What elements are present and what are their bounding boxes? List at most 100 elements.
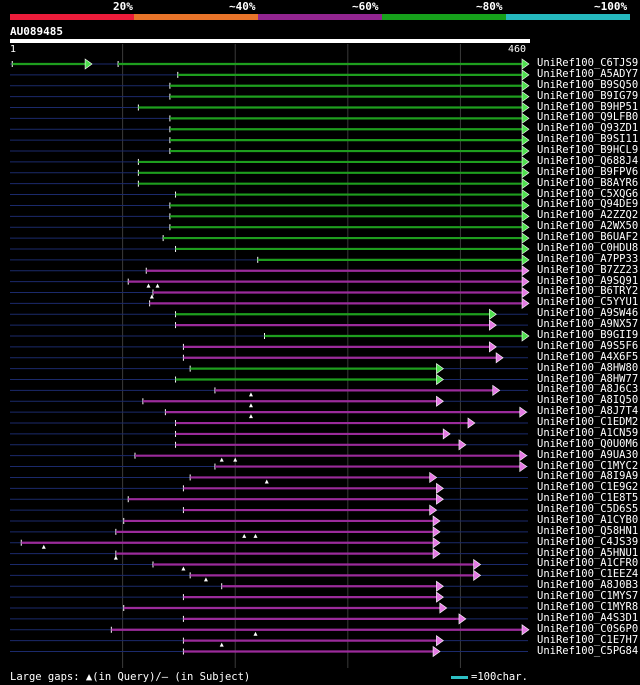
hit-arrow: [521, 188, 530, 201]
hit-label[interactable]: UniRef100_C1MYS7: [537, 590, 639, 603]
hit-label[interactable]: UniRef100_B6TRY2: [537, 285, 639, 298]
hit-label[interactable]: UniRef100_A9NX57: [537, 318, 639, 331]
hit-arrow: [436, 395, 444, 407]
hit-label[interactable]: UniRef100_A8J6C3: [537, 383, 639, 396]
hit-label[interactable]: UniRef100_C6TJS9: [537, 57, 639, 69]
hit-label[interactable]: UniRef100_A1CN59: [537, 426, 639, 439]
hit-label[interactable]: UniRef100_A8HW80: [537, 361, 639, 374]
hit-arrow: [521, 265, 530, 277]
gap-marker: [248, 392, 253, 397]
hit-label[interactable]: UniRef100_C4JS39: [537, 535, 639, 548]
hit-label[interactable]: UniRef100_C1E8T5: [537, 492, 639, 505]
hit-label[interactable]: UniRef100_C1EEZ4: [537, 568, 639, 581]
hit-label[interactable]: UniRef100_A8I9A9: [537, 470, 639, 483]
hit-arrow: [521, 69, 530, 81]
query-axis-end: 460: [508, 44, 527, 55]
hit-arrow: [521, 145, 530, 157]
hit-label[interactable]: UniRef100_A2ZZQ2: [537, 209, 639, 222]
gap-marker: [155, 283, 160, 288]
hit-label[interactable]: UniRef100_B9IG79: [537, 89, 639, 102]
hit-label[interactable]: UniRef100_A8J7T4: [537, 405, 639, 418]
hit-label[interactable]: UniRef100_C0HDU8: [537, 241, 639, 254]
hit-label[interactable]: UniRef100_A1CFR0: [537, 557, 639, 570]
hit-arrow: [442, 428, 451, 440]
hit-label[interactable]: UniRef100_A9S5F6: [537, 339, 639, 352]
hit-arrow: [521, 221, 530, 233]
hit-label[interactable]: UniRef100_A9UA30: [537, 448, 639, 461]
gap-marker: [146, 283, 151, 288]
hit-arrow: [458, 613, 467, 625]
hit-arrow: [432, 537, 441, 549]
hit-arrow: [521, 297, 530, 309]
hit-label[interactable]: UniRef100_C1E9G2: [537, 481, 639, 494]
gap-marker: [242, 533, 247, 538]
gap-marker: [41, 544, 46, 549]
hit-arrow: [473, 569, 482, 581]
hit-arrow: [521, 178, 530, 190]
hit-label[interactable]: UniRef100_C1MYC2: [537, 459, 639, 472]
hit-arrow: [432, 548, 441, 560]
gap-marker: [253, 631, 258, 636]
hit-arrow: [429, 504, 438, 516]
hit-label[interactable]: UniRef100_Q94DE9: [537, 198, 639, 211]
hit-label[interactable]: UniRef100_A9SW46: [537, 307, 639, 320]
hit-label[interactable]: UniRef100_Q9LFB0: [537, 111, 639, 124]
hit-label[interactable]: UniRef100_Q688J4: [537, 154, 639, 167]
scale-label-20: 20%: [113, 0, 133, 13]
hit-label[interactable]: UniRef100_C1EDM2: [537, 416, 639, 429]
hit-label[interactable]: UniRef100_C0S6P0: [537, 622, 639, 635]
hit-arrow: [521, 134, 530, 146]
hit-label[interactable]: UniRef100_A5ADY7: [537, 67, 639, 80]
hit-arrow: [436, 635, 444, 647]
hit-label[interactable]: UniRef100_B7ZZ23: [537, 263, 639, 276]
hit-label[interactable]: UniRef100_A5HNU1: [537, 546, 639, 559]
hit-arrow: [521, 210, 530, 222]
hit-label[interactable]: UniRef100_B9SQ50: [537, 78, 639, 91]
hit-label[interactable]: UniRef100_B9HCL9: [537, 144, 639, 157]
hit-label[interactable]: UniRef100_C5XQG6: [537, 187, 639, 200]
hit-arrow: [521, 286, 530, 299]
hit-label[interactable]: UniRef100_A4S3D1: [537, 611, 639, 624]
hit-label[interactable]: UniRef100_A9SQ91: [537, 274, 639, 287]
hit-arrow: [439, 602, 448, 614]
gap-marker: [113, 555, 118, 560]
hit-label[interactable]: UniRef100_A1CYB0: [537, 513, 639, 526]
hit-label[interactable]: UniRef100_C5PG84: [537, 644, 639, 657]
hit-label[interactable]: UniRef100_B9FPV6: [537, 165, 639, 178]
hit-label[interactable]: UniRef100_A4X6F5: [537, 350, 639, 363]
hit-arrow: [521, 624, 530, 636]
hit-label[interactable]: UniRef100_B6UAF2: [537, 231, 639, 244]
hit-arrow: [432, 526, 441, 538]
hit-arrow: [432, 645, 441, 658]
hit-arrow: [467, 417, 476, 429]
hit-label[interactable]: UniRef100_C1MYR8: [537, 601, 639, 613]
hit-arrow: [432, 515, 441, 527]
hit-label[interactable]: UniRef100_C5YYU1: [537, 296, 639, 309]
gap-marker: [233, 457, 238, 462]
hit-label[interactable]: UniRef100_A8IQ50: [537, 394, 639, 407]
hit-label[interactable]: UniRef100_A2WX50: [537, 220, 639, 233]
hit-arrow: [521, 232, 530, 244]
hit-label[interactable]: UniRef100_C5D6S5: [537, 503, 639, 516]
hit-label[interactable]: UniRef100_A8J0B3: [537, 579, 639, 592]
hit-arrow: [519, 450, 528, 462]
hit-label[interactable]: UniRef100_B9GII9: [537, 329, 639, 341]
hit-label[interactable]: UniRef100_Q93ZD1: [537, 122, 639, 135]
hit-label[interactable]: UniRef100_Q0U0M6: [537, 437, 639, 450]
hit-arrow: [489, 341, 497, 353]
scale-label-60: ~60%: [352, 0, 379, 13]
hit-label[interactable]: UniRef100_B9SI11: [537, 133, 639, 146]
footer-large-gaps: Large gaps:: [10, 671, 80, 683]
hit-label[interactable]: UniRef100_C1E7H7: [537, 633, 639, 646]
hit-label[interactable]: UniRef100_A7PP33: [537, 252, 639, 265]
hit-arrow: [436, 493, 444, 505]
hit-arrow: [521, 80, 530, 92]
hit-label[interactable]: UniRef100_B8AYR6: [537, 176, 639, 189]
hit-arrow: [495, 352, 504, 364]
hit-label[interactable]: UniRef100_Q58HN1: [537, 524, 639, 537]
hit-label[interactable]: UniRef100_B9HP51: [537, 100, 639, 113]
gap-marker: [219, 457, 224, 462]
scale-band-80: [382, 14, 506, 20]
hit-label[interactable]: UniRef100_A8HW77: [537, 372, 639, 385]
